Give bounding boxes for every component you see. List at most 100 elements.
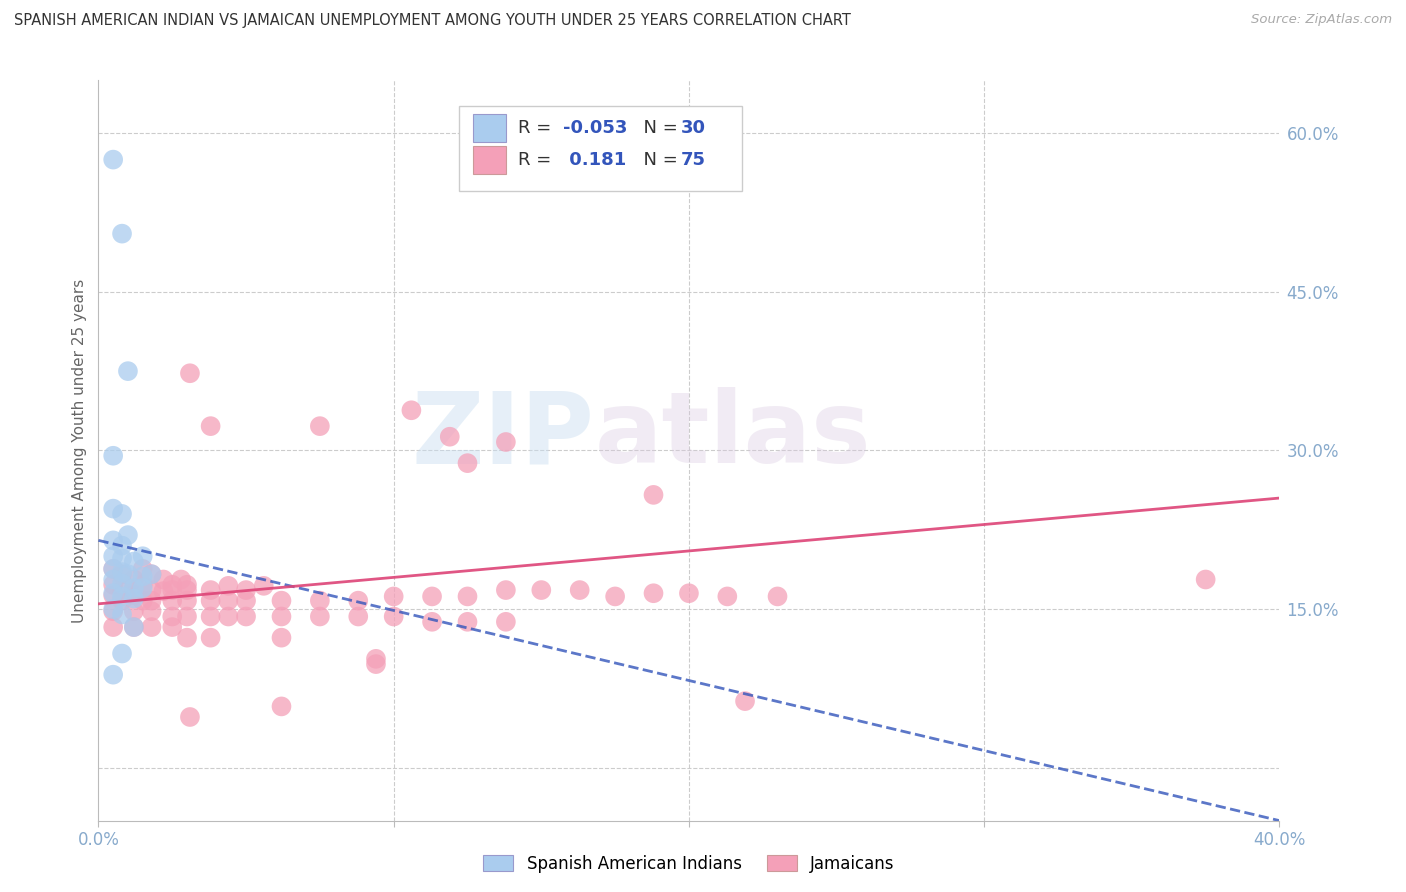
Point [117, 567, 139, 582]
Point [117, 528, 139, 542]
Point [103, 549, 125, 564]
Point [152, 584, 174, 599]
Point [217, 593, 239, 607]
Point [132, 562, 155, 576]
Point [141, 567, 163, 582]
Point [456, 615, 478, 629]
Point [347, 593, 370, 607]
Text: ZIP: ZIP [412, 387, 595, 484]
Point [364, 657, 387, 672]
Point [162, 593, 183, 607]
Point [103, 588, 125, 602]
Point [176, 631, 198, 645]
Y-axis label: Unemployment Among Youth under 25 years: Unemployment Among Youth under 25 years [72, 278, 87, 623]
Point [103, 667, 125, 681]
Point [111, 227, 134, 241]
Point [235, 609, 257, 624]
Point [111, 583, 134, 598]
Point [103, 501, 125, 516]
Point [176, 583, 198, 598]
Text: 0.181: 0.181 [562, 152, 626, 169]
Point [364, 652, 387, 666]
Point [103, 586, 125, 600]
Point [122, 591, 145, 606]
Text: R =: R = [517, 120, 557, 137]
Point [217, 609, 239, 624]
Point [643, 586, 665, 600]
Point [309, 593, 332, 607]
Point [200, 583, 222, 598]
Point [176, 593, 198, 607]
Point [495, 583, 517, 598]
Point [200, 631, 222, 645]
Point [456, 456, 478, 470]
Point [235, 583, 257, 598]
Point [122, 604, 145, 618]
FancyBboxPatch shape [472, 114, 506, 143]
Point [111, 551, 134, 566]
Point [141, 604, 163, 618]
Point [495, 615, 517, 629]
Point [495, 435, 517, 450]
Point [111, 590, 134, 604]
Point [270, 631, 292, 645]
Point [103, 562, 125, 576]
Point [141, 593, 163, 607]
Point [122, 581, 145, 595]
Point [103, 604, 125, 618]
Point [200, 593, 222, 607]
Text: Source: ZipAtlas.com: Source: ZipAtlas.com [1251, 13, 1392, 27]
Text: N =: N = [633, 120, 683, 137]
Point [347, 609, 370, 624]
Point [439, 430, 461, 444]
Point [132, 593, 155, 607]
Point [141, 567, 163, 582]
Point [122, 620, 145, 634]
Text: 75: 75 [681, 152, 706, 169]
Point [111, 647, 134, 661]
Point [766, 590, 789, 604]
Point [162, 578, 183, 592]
Point [382, 590, 405, 604]
Point [309, 419, 332, 434]
Point [103, 578, 125, 592]
Point [643, 488, 665, 502]
Point [103, 449, 125, 463]
Point [1195, 573, 1218, 587]
Point [170, 573, 193, 587]
Point [270, 609, 292, 624]
Point [122, 583, 145, 598]
Point [141, 620, 163, 634]
Point [235, 593, 257, 607]
Point [132, 549, 155, 564]
Point [401, 403, 423, 417]
Point [111, 565, 134, 579]
Point [734, 694, 756, 708]
Point [605, 590, 627, 604]
Point [179, 366, 201, 380]
Text: atlas: atlas [595, 387, 872, 484]
Point [716, 590, 738, 604]
Point [270, 593, 292, 607]
Point [111, 607, 134, 622]
FancyBboxPatch shape [472, 146, 506, 174]
Point [162, 620, 183, 634]
Point [103, 533, 125, 548]
Point [162, 583, 183, 598]
Point [200, 419, 222, 434]
Point [132, 581, 155, 595]
Point [530, 583, 553, 598]
Point [176, 578, 198, 592]
Text: R =: R = [517, 152, 557, 169]
Point [456, 590, 478, 604]
Point [678, 586, 700, 600]
Point [103, 153, 125, 167]
Point [111, 507, 134, 521]
Point [179, 710, 201, 724]
Text: 30: 30 [681, 120, 706, 137]
Point [122, 620, 145, 634]
Point [117, 364, 139, 378]
Point [122, 555, 145, 569]
Text: -0.053: -0.053 [562, 120, 627, 137]
Point [176, 609, 198, 624]
